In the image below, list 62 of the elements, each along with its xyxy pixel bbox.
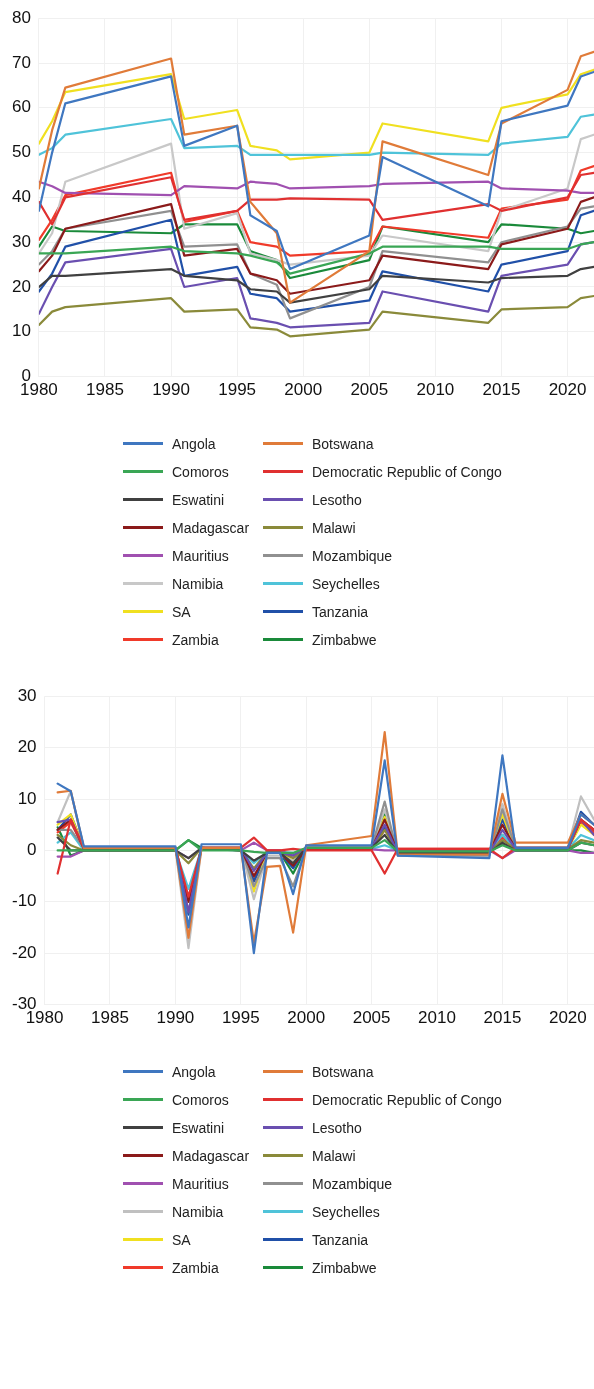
x-tick-label: 2005	[352, 1008, 391, 1028]
y-tick-label: 20	[11, 276, 31, 296]
legend-label: Eswatini	[172, 1119, 225, 1136]
legend-label: Zimbabwe	[312, 1259, 377, 1276]
legend-label: Comoros	[172, 1091, 229, 1108]
legend-label: Botswana	[312, 1063, 374, 1080]
x-tick-label: 2000	[287, 1008, 326, 1028]
x-tick-label: 2015	[482, 380, 521, 400]
x-tick-label: 1995	[221, 1008, 260, 1028]
y-tick-label: 50	[11, 142, 31, 162]
legend-label: Namibia	[172, 575, 224, 592]
y-tick-label: 20	[17, 737, 37, 757]
legend-label: Comoros	[172, 463, 229, 480]
legend-label: Mozambique	[312, 547, 393, 564]
legend-label: Seychelles	[312, 1203, 380, 1220]
x-tick-label: 2020	[548, 1008, 587, 1028]
legend-label: Malawi	[312, 519, 356, 536]
y-tick-label: -10	[11, 891, 37, 911]
legend-label: Eswatini	[172, 491, 225, 508]
legend-label: Angola	[172, 1063, 216, 1080]
x-tick-label: 2020	[548, 380, 587, 400]
x-tick-label: 2000	[284, 380, 323, 400]
legend-label: Madagascar	[172, 1147, 250, 1164]
legend-label: Mauritius	[172, 547, 229, 564]
legend-label: Zambia	[172, 631, 219, 648]
x-tick-label: 1990	[152, 380, 190, 400]
legend-label: Lesotho	[312, 1119, 362, 1136]
y-tick-label: 30	[17, 685, 37, 705]
x-tick-label: 1990	[156, 1008, 195, 1028]
y-tick-label: 10	[11, 321, 31, 341]
x-tick-label: 2010	[418, 1008, 456, 1028]
x-tick-label: 2015	[483, 1008, 522, 1028]
y-tick-label: 30	[11, 231, 31, 251]
legend-label: Mauritius	[172, 1175, 229, 1192]
y-tick-label: 40	[11, 187, 31, 207]
y-tick-label: 10	[17, 788, 37, 808]
legend-label: Zimbabwe	[312, 631, 377, 648]
legend-label: Madagascar	[172, 519, 250, 536]
legend-label: Democratic Republic of Congo	[312, 463, 502, 480]
x-tick-label: 1985	[91, 1008, 129, 1028]
legend-label: Zambia	[172, 1259, 219, 1276]
y-tick-label: 60	[11, 97, 31, 117]
legend-label: Malawi	[312, 1147, 356, 1164]
legend-label: Angola	[172, 435, 216, 452]
legend-label: Democratic Republic of Congo	[312, 1091, 502, 1108]
legend-label: Botswana	[312, 435, 374, 452]
legend-label: Seychelles	[312, 575, 380, 592]
x-tick-label: 1995	[218, 380, 257, 400]
x-tick-label: 2010	[416, 380, 455, 400]
legend-label: Tanzania	[312, 1231, 369, 1248]
x-tick-label: 2005	[350, 380, 389, 400]
legend-label: Mozambique	[312, 1175, 393, 1192]
y-tick-label: 0	[27, 840, 37, 860]
legend-label: Namibia	[172, 1203, 224, 1220]
legend-label: Tanzania	[312, 603, 369, 620]
legend-label: SA	[172, 1231, 191, 1248]
y-tick-label: 80	[11, 7, 31, 27]
x-tick-label: 1985	[86, 380, 124, 400]
legend-label: Lesotho	[312, 491, 362, 508]
legend-label: SA	[172, 603, 191, 620]
y-tick-label: -20	[11, 942, 37, 962]
y-tick-label: 70	[11, 52, 31, 72]
